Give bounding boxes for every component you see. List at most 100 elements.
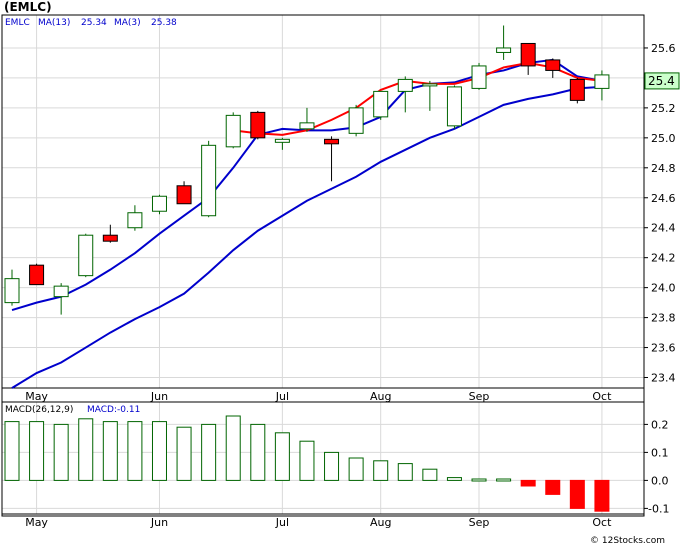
candle [422, 80, 438, 111]
candle [102, 224, 118, 243]
macd-ytick-label: -0.1 [648, 502, 669, 515]
macd-bar [176, 426, 192, 481]
price-ytick-label: 25.0 [651, 132, 676, 145]
candle [496, 25, 512, 60]
macd-ytick-label: 0.0 [651, 474, 669, 487]
source-credit: © 12Stocks.com [590, 536, 665, 546]
price-xtick-label: Aug [370, 390, 391, 403]
symbol-label: (EMLC) [4, 0, 52, 14]
candle-body [4, 278, 20, 304]
candle [446, 85, 462, 129]
price-xtick-label: Jul [275, 390, 289, 403]
candle-body [127, 212, 143, 229]
price-gridlines [2, 15, 644, 388]
price-y-tick-labels: 23.4 23.6 23.8 24.0 24.2 24.4 24.6 24.8 25.0 25.2… [644, 42, 676, 385]
legend-ma3-label: MA(3) [114, 18, 141, 28]
candle-body [545, 59, 561, 71]
candle-body [176, 185, 192, 205]
candle [151, 194, 167, 215]
macd-bar [471, 478, 487, 482]
candle [348, 104, 364, 137]
candle-body [373, 90, 389, 118]
candle-body [446, 86, 462, 127]
price-ytick-label: 25.6 [651, 42, 676, 55]
macd-value: MACD:-0.11 [87, 405, 140, 415]
price-ytick-label: 24.0 [651, 282, 676, 295]
macd-bar [594, 479, 610, 512]
macd-legend: MACD(26,12,9) MACD:-0.11 [5, 405, 140, 415]
candle-body [324, 138, 340, 145]
candle [520, 42, 536, 75]
candle [250, 110, 266, 140]
candle-body [102, 234, 118, 242]
macd-gridlines [2, 402, 644, 514]
ma13-series [11, 58, 603, 312]
macd-xtick-label: May [25, 516, 48, 529]
macd-bar [299, 440, 315, 481]
macd-bar [4, 421, 20, 481]
candle-body [151, 195, 167, 212]
legend-ma13-value: 25.34 [81, 18, 107, 28]
last-price-marker [644, 72, 680, 90]
candle [274, 137, 290, 150]
macd-xtick-label: Jul [275, 516, 289, 529]
candle [53, 283, 69, 315]
candle [569, 77, 585, 104]
macd-bar [225, 415, 241, 481]
macd-bar [545, 479, 561, 495]
candle [545, 58, 561, 78]
price-x-tick-labels: May Jun Jul Aug Sep Oct [25, 390, 612, 403]
candle [471, 62, 487, 90]
legend-ma13-label: MA(13) [38, 18, 70, 28]
candle-body [496, 47, 512, 53]
candle-body [29, 264, 45, 286]
ma13-line [11, 58, 603, 312]
macd-bar [397, 463, 413, 481]
macd-y-tick-labels: -0.1 0.0 0.1 0.2 [644, 418, 669, 515]
candle [29, 263, 45, 286]
price-ytick-label: 23.8 [651, 312, 676, 325]
last-price-label: 25.4 [648, 74, 675, 88]
macd-bar [53, 423, 69, 481]
macd-x-tick-labels: May Jun Jul Aug Sep Oct [25, 516, 612, 529]
macd-xtick-label: Sep [469, 516, 490, 529]
candle [397, 76, 413, 113]
price-ytick-label: 23.6 [651, 342, 676, 355]
price-xtick-label: Sep [469, 390, 490, 403]
candle-body [250, 111, 266, 139]
price-ytick-label: 24.6 [651, 192, 676, 205]
macd-xtick-label: Aug [370, 516, 391, 529]
macd-panel-frame [1, 401, 645, 517]
legend-ma3-value: 25.38 [151, 18, 177, 28]
candle-body [53, 285, 69, 298]
candlestick-series [4, 25, 610, 315]
macd-ytick-label: 0.1 [651, 446, 669, 459]
macd-bar [102, 421, 118, 481]
macd-bar [78, 418, 94, 481]
macd-bar [274, 432, 290, 481]
macd-bar [373, 460, 389, 481]
macd-bar [422, 468, 438, 481]
macd-bar [520, 479, 536, 487]
candle [299, 107, 315, 132]
candle-body [78, 234, 94, 277]
candle [373, 90, 389, 120]
candle [176, 181, 192, 205]
price-xtick-label: Jun [150, 390, 168, 403]
price-legend: EMLC MA(13) 25.34 MA(3) 25.38 [5, 18, 177, 28]
candle [4, 269, 20, 306]
macd-bar [29, 421, 45, 481]
candle-body [397, 78, 413, 92]
macd-ytick-label: 0.2 [651, 418, 669, 431]
ma-long-line [11, 85, 602, 389]
price-panel-frame [1, 14, 645, 403]
price-xtick-label: Oct [592, 390, 612, 403]
macd-bar [201, 423, 217, 481]
macd-bar [569, 479, 585, 509]
macd-bar [324, 451, 340, 481]
macd-bar [496, 478, 512, 482]
candle-body [299, 122, 315, 130]
candle-body [520, 42, 536, 67]
legend-ticker: EMLC [5, 18, 30, 28]
